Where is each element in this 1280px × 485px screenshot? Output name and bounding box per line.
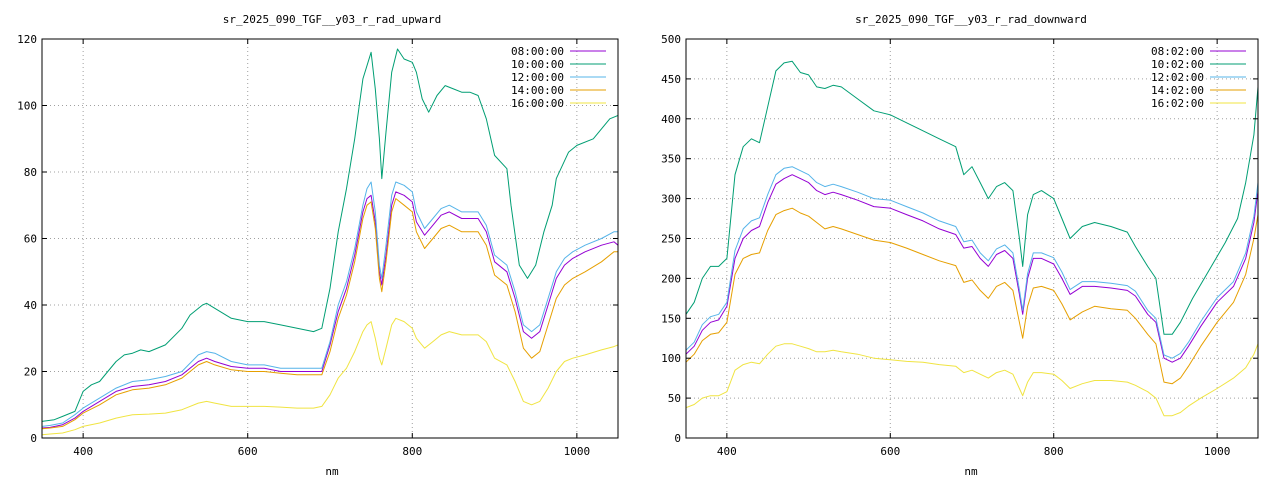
legend-label: 10:02:00 xyxy=(1151,58,1204,71)
series-line-14:02:00 xyxy=(686,207,1258,385)
chart-title: sr_2025_090_TGF__y03_r_rad_downward xyxy=(855,13,1087,26)
legend-label: 08:02:00 xyxy=(1151,45,1204,58)
x-axis-label: nm xyxy=(964,465,978,478)
y-tick-label: 450 xyxy=(661,73,681,86)
x-tick-label: 800 xyxy=(402,445,422,458)
chart-panel-upward: sr_2025_090_TGF__y03_r_rad_upward nm 400… xyxy=(17,13,619,478)
x-tick-label: 800 xyxy=(1044,445,1064,458)
series-line-12:00:00 xyxy=(42,181,618,427)
legend-label: 16:02:00 xyxy=(1151,97,1204,110)
y-tick-label: 100 xyxy=(661,352,681,365)
chart-title: sr_2025_090_TGF__y03_r_rad_upward xyxy=(223,13,442,26)
legend-label: 12:00:00 xyxy=(511,71,564,84)
legend-label: 14:00:00 xyxy=(511,84,564,97)
x-tick-label: 600 xyxy=(238,445,258,458)
chart-panel-downward: sr_2025_090_TGF__y03_r_rad_downward nm 4… xyxy=(661,13,1259,478)
series-line-14:00:00 xyxy=(42,198,618,430)
y-tick-label: 0 xyxy=(674,432,681,445)
y-tick-label: 80 xyxy=(24,166,37,179)
x-tick-label: 400 xyxy=(717,445,737,458)
x-axis-label: nm xyxy=(325,465,339,478)
series-line-08:02:00 xyxy=(686,174,1258,363)
legend-label: 08:00:00 xyxy=(511,45,564,58)
y-tick-label: 300 xyxy=(661,193,681,206)
y-tick-label: 100 xyxy=(17,100,37,113)
y-tick-label: 200 xyxy=(661,272,681,285)
y-tick-label: 0 xyxy=(30,432,37,445)
x-tick-label: 1000 xyxy=(564,445,591,458)
legend-label: 16:00:00 xyxy=(511,97,564,110)
y-tick-label: 250 xyxy=(661,233,681,246)
y-tick-label: 120 xyxy=(17,33,37,46)
series-line-10:02:00 xyxy=(686,60,1258,335)
series-line-16:00:00 xyxy=(42,317,618,436)
x-tick-label: 400 xyxy=(73,445,93,458)
y-tick-label: 20 xyxy=(24,366,37,379)
y-tick-label: 50 xyxy=(668,392,681,405)
series-line-16:02:00 xyxy=(686,343,1258,417)
legend-label: 14:02:00 xyxy=(1151,84,1204,97)
series-line-08:00:00 xyxy=(42,191,618,429)
legend-label: 12:02:00 xyxy=(1151,71,1204,84)
series-line-12:02:00 xyxy=(686,166,1258,359)
y-tick-label: 350 xyxy=(661,153,681,166)
y-tick-label: 40 xyxy=(24,299,37,312)
y-tick-label: 60 xyxy=(24,233,37,246)
x-tick-label: 600 xyxy=(880,445,900,458)
y-tick-label: 400 xyxy=(661,113,681,126)
legend-label: 10:00:00 xyxy=(511,58,564,71)
y-tick-label: 500 xyxy=(661,33,681,46)
series-line-10:00:00 xyxy=(42,48,618,422)
y-tick-label: 150 xyxy=(661,312,681,325)
x-tick-label: 1000 xyxy=(1204,445,1231,458)
